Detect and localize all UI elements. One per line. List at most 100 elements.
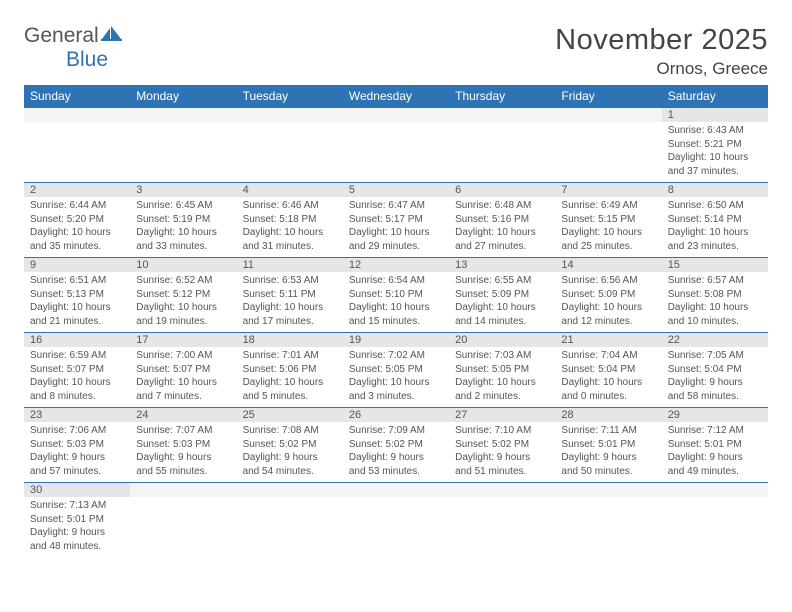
day-number-cell: 27 xyxy=(449,408,555,423)
weekday-header: Saturday xyxy=(662,85,768,108)
daylight-line-1: Daylight: 10 hours xyxy=(136,301,230,315)
day-detail-cell: Sunrise: 7:00 AMSunset: 5:07 PMDaylight:… xyxy=(130,347,236,408)
sunset-line: Sunset: 5:07 PM xyxy=(30,363,124,377)
daylight-line-2: and 53 minutes. xyxy=(349,465,443,479)
day-detail-cell: Sunrise: 7:12 AMSunset: 5:01 PMDaylight:… xyxy=(662,422,768,483)
day-detail-cell: Sunrise: 6:56 AMSunset: 5:09 PMDaylight:… xyxy=(555,272,661,333)
daylight-line-2: and 7 minutes. xyxy=(136,390,230,404)
sunset-line: Sunset: 5:15 PM xyxy=(561,213,655,227)
day-number-cell: 26 xyxy=(343,408,449,423)
sunset-line: Sunset: 5:05 PM xyxy=(455,363,549,377)
sunset-line: Sunset: 5:18 PM xyxy=(243,213,337,227)
day-detail-cell xyxy=(555,122,661,183)
daylight-line-2: and 5 minutes. xyxy=(243,390,337,404)
daylight-line-2: and 15 minutes. xyxy=(349,315,443,329)
day-number-cell xyxy=(343,108,449,123)
day-detail-cell: Sunrise: 6:46 AMSunset: 5:18 PMDaylight:… xyxy=(237,197,343,258)
daynum-row: 9101112131415 xyxy=(24,258,768,273)
daylight-line-1: Daylight: 9 hours xyxy=(561,451,655,465)
sunrise-line: Sunrise: 6:43 AM xyxy=(668,124,762,138)
day-number-cell: 9 xyxy=(24,258,130,273)
sunrise-line: Sunrise: 7:09 AM xyxy=(349,424,443,438)
day-detail-cell: Sunrise: 7:06 AMSunset: 5:03 PMDaylight:… xyxy=(24,422,130,483)
daylight-line-1: Daylight: 10 hours xyxy=(668,151,762,165)
day-number-cell: 7 xyxy=(555,183,661,198)
day-detail-cell: Sunrise: 6:49 AMSunset: 5:15 PMDaylight:… xyxy=(555,197,661,258)
day-number-cell: 17 xyxy=(130,333,236,348)
sunset-line: Sunset: 5:19 PM xyxy=(136,213,230,227)
daylight-line-1: Daylight: 10 hours xyxy=(243,226,337,240)
sunrise-line: Sunrise: 6:56 AM xyxy=(561,274,655,288)
daylight-line-1: Daylight: 10 hours xyxy=(349,226,443,240)
sunset-line: Sunset: 5:20 PM xyxy=(30,213,124,227)
sunset-line: Sunset: 5:08 PM xyxy=(668,288,762,302)
sunrise-line: Sunrise: 7:00 AM xyxy=(136,349,230,363)
sunrise-line: Sunrise: 7:13 AM xyxy=(30,499,124,513)
day-detail-cell: Sunrise: 6:57 AMSunset: 5:08 PMDaylight:… xyxy=(662,272,768,333)
sunset-line: Sunset: 5:14 PM xyxy=(668,213,762,227)
calendar-table: Sunday Monday Tuesday Wednesday Thursday… xyxy=(24,85,768,557)
day-number-cell: 19 xyxy=(343,333,449,348)
weekday-header: Tuesday xyxy=(237,85,343,108)
daylight-line-1: Daylight: 10 hours xyxy=(243,301,337,315)
daylight-line-2: and 14 minutes. xyxy=(455,315,549,329)
sunset-line: Sunset: 5:09 PM xyxy=(455,288,549,302)
day-number-cell: 5 xyxy=(343,183,449,198)
day-number-cell: 1 xyxy=(662,108,768,123)
day-number-cell xyxy=(555,108,661,123)
daylight-line-1: Daylight: 9 hours xyxy=(30,526,124,540)
daylight-line-1: Daylight: 10 hours xyxy=(455,226,549,240)
day-number-cell: 30 xyxy=(24,483,130,498)
daynum-row: 30 xyxy=(24,483,768,498)
day-number-cell: 15 xyxy=(662,258,768,273)
day-detail-cell xyxy=(130,122,236,183)
day-detail-cell: Sunrise: 6:50 AMSunset: 5:14 PMDaylight:… xyxy=(662,197,768,258)
sunset-line: Sunset: 5:06 PM xyxy=(243,363,337,377)
sunrise-line: Sunrise: 6:47 AM xyxy=(349,199,443,213)
day-detail-cell xyxy=(237,122,343,183)
sunset-line: Sunset: 5:01 PM xyxy=(668,438,762,452)
daylight-line-2: and 58 minutes. xyxy=(668,390,762,404)
daylight-line-2: and 35 minutes. xyxy=(30,240,124,254)
sunset-line: Sunset: 5:03 PM xyxy=(30,438,124,452)
day-number-cell xyxy=(237,108,343,123)
daylight-line-1: Daylight: 10 hours xyxy=(30,376,124,390)
daylight-line-2: and 2 minutes. xyxy=(455,390,549,404)
day-number-cell xyxy=(130,108,236,123)
daylight-line-1: Daylight: 10 hours xyxy=(561,376,655,390)
daynum-row: 2345678 xyxy=(24,183,768,198)
daylight-line-2: and 3 minutes. xyxy=(349,390,443,404)
daylight-line-2: and 51 minutes. xyxy=(455,465,549,479)
detail-row: Sunrise: 6:59 AMSunset: 5:07 PMDaylight:… xyxy=(24,347,768,408)
daylight-line-1: Daylight: 9 hours xyxy=(243,451,337,465)
sunrise-line: Sunrise: 6:52 AM xyxy=(136,274,230,288)
daylight-line-1: Daylight: 10 hours xyxy=(136,226,230,240)
sunset-line: Sunset: 5:03 PM xyxy=(136,438,230,452)
sunrise-line: Sunrise: 7:12 AM xyxy=(668,424,762,438)
day-number-cell: 13 xyxy=(449,258,555,273)
daynum-row: 16171819202122 xyxy=(24,333,768,348)
day-number-cell: 6 xyxy=(449,183,555,198)
detail-row: Sunrise: 7:13 AMSunset: 5:01 PMDaylight:… xyxy=(24,497,768,557)
daylight-line-2: and 8 minutes. xyxy=(30,390,124,404)
sunrise-line: Sunrise: 7:11 AM xyxy=(561,424,655,438)
day-number-cell xyxy=(237,483,343,498)
day-detail-cell: Sunrise: 6:45 AMSunset: 5:19 PMDaylight:… xyxy=(130,197,236,258)
day-detail-cell: Sunrise: 6:48 AMSunset: 5:16 PMDaylight:… xyxy=(449,197,555,258)
daylight-line-2: and 10 minutes. xyxy=(668,315,762,329)
sunrise-line: Sunrise: 7:01 AM xyxy=(243,349,337,363)
daylight-line-1: Daylight: 9 hours xyxy=(668,376,762,390)
day-number-cell: 21 xyxy=(555,333,661,348)
day-number-cell: 4 xyxy=(237,183,343,198)
day-number-cell: 8 xyxy=(662,183,768,198)
day-number-cell xyxy=(343,483,449,498)
sunrise-line: Sunrise: 6:46 AM xyxy=(243,199,337,213)
month-title: November 2025 xyxy=(555,24,768,57)
sunrise-line: Sunrise: 7:06 AM xyxy=(30,424,124,438)
sunrise-line: Sunrise: 7:02 AM xyxy=(349,349,443,363)
day-detail-cell: Sunrise: 6:47 AMSunset: 5:17 PMDaylight:… xyxy=(343,197,449,258)
weekday-header: Thursday xyxy=(449,85,555,108)
daylight-line-1: Daylight: 10 hours xyxy=(136,376,230,390)
day-number-cell xyxy=(662,483,768,498)
sunset-line: Sunset: 5:02 PM xyxy=(349,438,443,452)
